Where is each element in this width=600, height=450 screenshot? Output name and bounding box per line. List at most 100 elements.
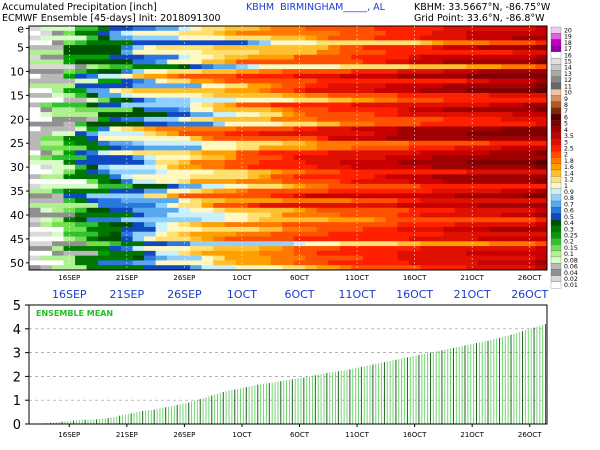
- heatmap-cell: [98, 241, 110, 247]
- heatmap-cell: [351, 78, 364, 84]
- heatmap-cell: [500, 64, 513, 70]
- heatmap-cell: [167, 212, 179, 218]
- heatmap-cell: [293, 107, 306, 113]
- colorbar-swatch: [550, 163, 562, 171]
- heatmap-y-tick-label: 45: [10, 233, 24, 246]
- heatmap-cell: [178, 107, 191, 113]
- heatmap-cell: [443, 164, 456, 170]
- heatmap-cell: [75, 226, 87, 233]
- heatmap-cell: [167, 155, 179, 161]
- heatmap-cell: [155, 83, 168, 89]
- ensemble-mean-bar: [87, 419, 98, 424]
- heatmap-cell: [362, 54, 375, 60]
- heatmap-cell: [489, 174, 502, 180]
- heatmap-cell: [420, 102, 433, 108]
- ensemble-member-row: [29, 198, 548, 204]
- heatmap-cell: [489, 198, 502, 204]
- ensemble-member-row: [29, 121, 548, 127]
- heatmap-cell: [454, 183, 467, 190]
- heatmap-cell: [443, 102, 456, 108]
- heatmap-cell: [52, 226, 64, 233]
- heatmap-cell: [362, 64, 375, 70]
- heatmap-cell: [454, 35, 467, 41]
- heatmap-cell: [420, 64, 433, 70]
- date-axis-label: 26OCT: [511, 288, 548, 301]
- heatmap-cell: [351, 131, 364, 137]
- heatmap-cell: [52, 159, 64, 166]
- bar-chart-y-tick-label: 5: [13, 299, 21, 314]
- heatmap-cell: [466, 102, 479, 108]
- heatmap-cell: [374, 183, 387, 190]
- heatmap-cell: [431, 183, 444, 190]
- heatmap-cell: [466, 54, 479, 60]
- heatmap-cell: [247, 260, 260, 266]
- heatmap-cell: [132, 193, 145, 199]
- heatmap-cell: [155, 260, 168, 266]
- heatmap-cell: [132, 231, 145, 237]
- heatmap-cell: [374, 159, 387, 166]
- heatmap-cell: [52, 179, 64, 185]
- heatmap-cell: [328, 35, 341, 41]
- heatmap-cell: [247, 59, 260, 65]
- heatmap-cell: [454, 193, 467, 199]
- heatmap-cell: [535, 150, 548, 156]
- heatmap-cell: [500, 241, 513, 247]
- heatmap-cell: [328, 265, 341, 271]
- heatmap-cell: [431, 265, 444, 271]
- heatmap-cell: [523, 246, 536, 252]
- heatmap-cell: [328, 226, 341, 233]
- heatmap-cell: [454, 59, 467, 65]
- ensemble-member-row: [29, 131, 548, 137]
- ensemble-member-row: [29, 174, 548, 180]
- heatmap-x-tick-label: 26SEP: [173, 274, 195, 282]
- ensemble-mean-bar: [478, 340, 489, 424]
- heatmap-cell: [63, 250, 76, 256]
- heatmap-cell: [535, 30, 548, 36]
- heatmap-cell: [305, 131, 318, 137]
- heatmap-cell: [500, 107, 513, 113]
- heatmap-cell: [489, 126, 502, 132]
- heatmap-y-tick-label: 20: [10, 113, 24, 126]
- heatmap-cell: [328, 40, 341, 46]
- heatmap-cell: [121, 30, 133, 36]
- heatmap-cell: [477, 78, 490, 84]
- heatmap-cell: [75, 116, 87, 123]
- heatmap-cell: [443, 217, 456, 223]
- heatmap-cell: [489, 236, 502, 242]
- ensemble-member-row: [29, 49, 548, 56]
- heatmap-cell: [454, 140, 467, 146]
- heatmap-cell: [155, 169, 168, 175]
- ensemble-mean-bar: [122, 413, 132, 424]
- heatmap-cell: [247, 88, 260, 94]
- heatmap-cell: [247, 45, 260, 51]
- heatmap-cell: [420, 174, 433, 180]
- heatmap-cell: [374, 193, 387, 199]
- heatmap-cell: [374, 212, 387, 218]
- heatmap-cell: [75, 78, 87, 84]
- heatmap-cell: [385, 174, 398, 180]
- heatmap-cell: [109, 145, 122, 151]
- heatmap-cell: [328, 169, 341, 175]
- heatmap-cell: [385, 97, 398, 103]
- heatmap-cell: [132, 73, 145, 79]
- heatmap-cell: [86, 107, 99, 113]
- heatmap-cell: [259, 83, 272, 89]
- heatmap-cell: [155, 250, 168, 256]
- heatmap-cell: [420, 183, 433, 190]
- colorbar-swatch: [550, 151, 562, 158]
- heatmap-cell: [535, 174, 548, 180]
- heatmap-cell: [201, 203, 214, 209]
- heatmap-cell: [374, 174, 387, 180]
- heatmap-cell: [443, 30, 456, 36]
- ensemble-member-row: [29, 246, 548, 252]
- heatmap-cell: [500, 164, 513, 170]
- heatmap-cell: [305, 88, 318, 94]
- heatmap-cell: [328, 212, 341, 218]
- heatmap-cell: [339, 164, 352, 170]
- heatmap-cell: [489, 231, 502, 237]
- heatmap-cell: [535, 179, 548, 185]
- heatmap-cell: [167, 73, 179, 79]
- heatmap-cell: [144, 73, 156, 79]
- heatmap-cell: [178, 102, 191, 108]
- heatmap-x-tick-label: 21SEP: [116, 274, 138, 282]
